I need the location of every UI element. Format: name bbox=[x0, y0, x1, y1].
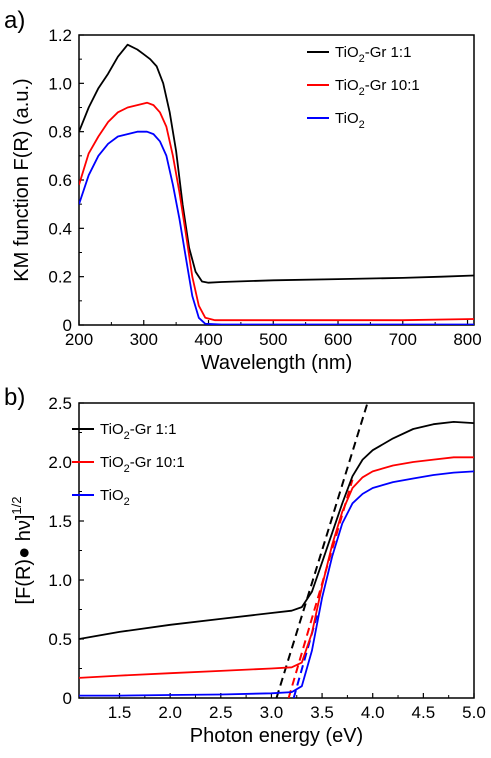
series-line bbox=[79, 101, 474, 322]
x-tick-label: 3.5 bbox=[310, 703, 334, 722]
y-axis-label: KM function F(R) (a.u.) bbox=[11, 78, 33, 281]
x-tick-label: 400 bbox=[194, 330, 222, 349]
y-tick-label: 1.5 bbox=[48, 512, 72, 531]
x-tick-label: 2.0 bbox=[158, 703, 182, 722]
x-tick-label: 200 bbox=[65, 330, 93, 349]
x-tick-label: 300 bbox=[130, 330, 158, 349]
y-tick-label: 1.0 bbox=[48, 571, 72, 590]
x-tick-label: 500 bbox=[259, 330, 287, 349]
legend-label-main: TiO bbox=[335, 44, 359, 61]
legend-label-rest: -Gr 1:1 bbox=[365, 44, 412, 61]
y-tick-label: 1.2 bbox=[48, 26, 72, 45]
plot-frame bbox=[78, 402, 475, 699]
x-tick-label: 600 bbox=[324, 330, 352, 349]
legend-label-main: TiO bbox=[100, 487, 124, 504]
chart-panel-2: 1.5 2.0 2.5 3.0 3.5 4.0 4.5 5.0 0 0.5 1.0 1.5 2.0 2.5… bbox=[4, 384, 486, 747]
y-tick-label: 0.2 bbox=[48, 268, 72, 287]
legend-label-subscript: 2 bbox=[359, 53, 365, 65]
series-line bbox=[79, 456, 474, 679]
panel-label: b) bbox=[4, 384, 25, 411]
x-tick-label: 4.5 bbox=[412, 703, 436, 722]
series-line bbox=[79, 43, 474, 284]
chart-panel-1: 200 300 400 500 600 700 800 0 0.2 0.4 0.6 0.8 1.0 1.2… bbox=[4, 7, 482, 374]
y-tick-label: 0.8 bbox=[48, 123, 72, 142]
x-tick-label: 5.0 bbox=[462, 703, 486, 722]
legend-label: TiO2-Gr 1:1 bbox=[335, 44, 411, 65]
legend-label: TiO2-Gr 10:1 bbox=[335, 77, 420, 98]
y-axis-label-main: [F(R)● hν] bbox=[13, 515, 35, 605]
x-tick-label: 4.0 bbox=[361, 703, 385, 722]
legend-label-rest: -Gr 10:1 bbox=[130, 454, 185, 471]
x-tick-label: 700 bbox=[389, 330, 417, 349]
legend-label-main: TiO bbox=[100, 454, 124, 471]
legend-label: TiO2-Gr 10:1 bbox=[100, 454, 185, 475]
y-tick-label: 2.5 bbox=[48, 394, 72, 413]
x-axis-label: Wavelength (nm) bbox=[201, 352, 353, 374]
y-tick-label: 2.0 bbox=[48, 453, 72, 472]
legend-label-main: TiO bbox=[335, 77, 359, 94]
legend-label: TiO2 bbox=[335, 110, 365, 131]
legend-label-subscript: 2 bbox=[359, 119, 365, 131]
x-tick-label: 800 bbox=[453, 330, 481, 349]
legend-label-subscript: 2 bbox=[359, 86, 365, 98]
legend-label-subscript: 2 bbox=[124, 463, 130, 475]
legend-label-main: TiO bbox=[100, 421, 124, 438]
legend-label-subscript: 2 bbox=[124, 496, 130, 508]
legend-label: TiO2-Gr 1:1 bbox=[100, 421, 176, 442]
y-axis-label-superscript: 1/2 bbox=[9, 497, 24, 515]
x-tick-label: 1.5 bbox=[108, 703, 132, 722]
y-axis-label: [F(R)● hν]1/2 bbox=[9, 497, 35, 605]
y-tick-label: 0.5 bbox=[48, 630, 72, 649]
legend-label-rest: -Gr 10:1 bbox=[365, 77, 420, 94]
y-tick-label: 1.0 bbox=[48, 74, 72, 93]
tangent-line bbox=[275, 403, 369, 698]
legend-label-main: TiO bbox=[335, 110, 359, 127]
y-tick-label: 0 bbox=[63, 689, 72, 708]
series-line bbox=[79, 130, 474, 325]
x-tick-label: 2.5 bbox=[209, 703, 233, 722]
y-tick-label: 0 bbox=[63, 316, 72, 335]
legend-label-rest: -Gr 1:1 bbox=[130, 421, 177, 438]
x-axis-label: Photon energy (eV) bbox=[190, 725, 363, 747]
x-tick-label: 3.0 bbox=[260, 703, 284, 722]
legend-label: TiO2 bbox=[100, 487, 130, 508]
panel-label: a) bbox=[4, 7, 25, 34]
series-line bbox=[79, 421, 474, 640]
y-tick-label: 0.6 bbox=[48, 171, 72, 190]
series-line bbox=[79, 470, 474, 697]
legend-label-subscript: 2 bbox=[124, 430, 130, 442]
y-tick-label: 0.4 bbox=[48, 219, 72, 238]
